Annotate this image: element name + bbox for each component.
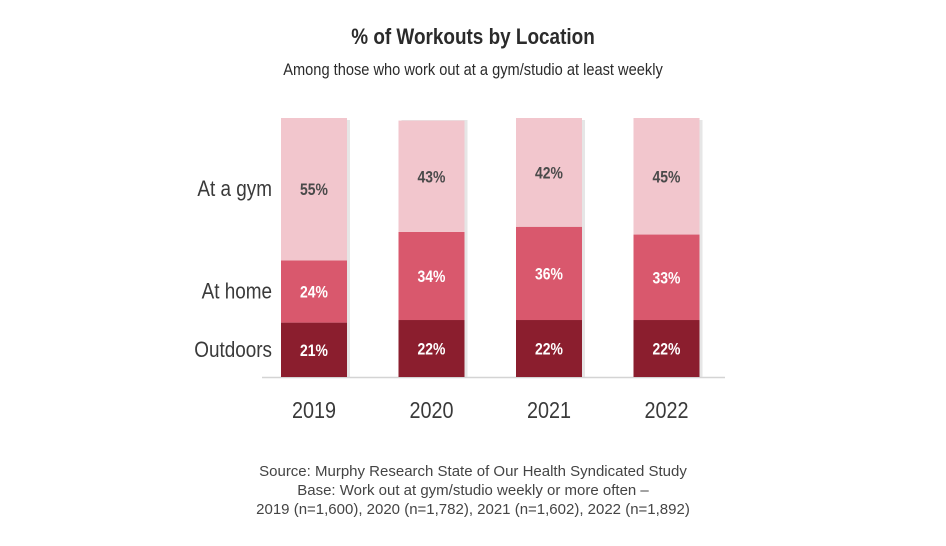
data-label-at-home-2021: 36%: [535, 265, 563, 284]
source-line-3: 2019 (n=1,600), 2020 (n=1,782), 2021 (n=…: [256, 501, 690, 518]
bar-segment-at-a-gym-2019: [281, 118, 347, 261]
chart-subtitle: Among those who work out at a gym/studio…: [283, 60, 663, 79]
bar-shadow-2021: [519, 120, 585, 378]
legend-label-outdoors: Outdoors: [194, 338, 272, 363]
bar-segment-at-home-2019: [281, 260, 347, 323]
x-tick-label-2020: 2020: [410, 398, 454, 424]
bar-segment-at-home-2021: [516, 226, 582, 321]
source-line-1: Source: Murphy Research State of Our Hea…: [259, 463, 687, 480]
bar-segment-at-home-2022: [633, 234, 700, 321]
legend-label-at-home: At home: [202, 279, 272, 304]
chart-title: % of Workouts by Location: [351, 24, 595, 49]
bar-segment-outdoors-2019: [281, 322, 347, 377]
data-label-at-a-gym-2020: 43%: [418, 168, 446, 187]
bar-segment-outdoors-2022: [633, 320, 700, 377]
bar-shadow-2019: [284, 120, 350, 378]
data-label-at-a-gym-2019: 55%: [300, 181, 328, 200]
source-note: Source: Murphy Research State of Our Hea…: [0, 462, 946, 519]
bar-segment-outdoors-2020: [398, 320, 465, 377]
data-label-at-home-2019: 24%: [300, 283, 328, 302]
bar-segment-at-a-gym-2022: [633, 118, 700, 235]
legend-label-at-a-gym: At a gym: [197, 177, 272, 202]
data-label-at-home-2020: 34%: [418, 268, 446, 287]
bar-segment-at-a-gym-2020: [398, 120, 465, 232]
data-label-at-a-gym-2021: 42%: [535, 164, 563, 183]
bar-segment-outdoors-2021: [516, 320, 582, 377]
data-label-outdoors-2020: 22%: [418, 340, 446, 359]
bar-segment-at-home-2020: [398, 231, 465, 321]
bar-segment-at-a-gym-2021: [516, 118, 582, 227]
data-label-outdoors-2019: 21%: [300, 342, 328, 361]
bar-shadow-2020: [401, 120, 468, 378]
data-label-at-a-gym-2022: 45%: [653, 168, 681, 187]
data-label-outdoors-2021: 22%: [535, 340, 563, 359]
x-tick-label-2022: 2022: [645, 398, 689, 424]
x-tick-label-2019: 2019: [292, 398, 336, 424]
bar-shadow-2022: [636, 120, 703, 378]
data-label-at-home-2022: 33%: [653, 269, 681, 288]
source-line-2: Base: Work out at gym/studio weekly or m…: [297, 482, 649, 499]
x-tick-label-2021: 2021: [527, 398, 571, 424]
data-label-outdoors-2022: 22%: [653, 340, 681, 359]
